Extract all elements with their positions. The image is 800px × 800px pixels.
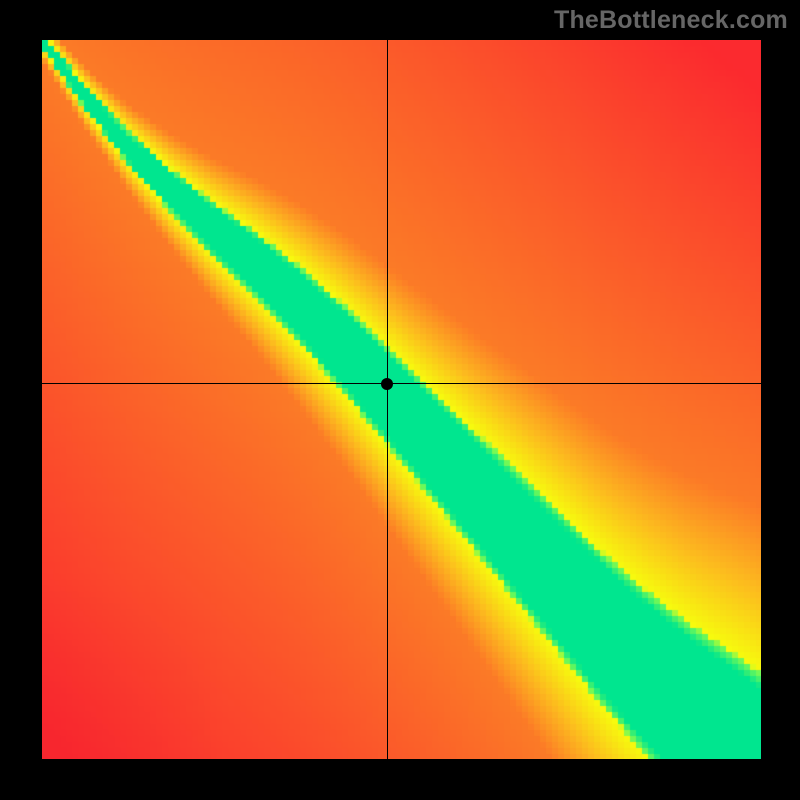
crosshair-horizontal	[42, 383, 761, 384]
crosshair-vertical	[387, 40, 388, 759]
chart-container: TheBottleneck.com	[0, 0, 800, 800]
crosshair-marker	[381, 378, 393, 390]
heatmap-canvas	[42, 40, 761, 759]
attribution-label: TheBottleneck.com	[554, 6, 788, 35]
